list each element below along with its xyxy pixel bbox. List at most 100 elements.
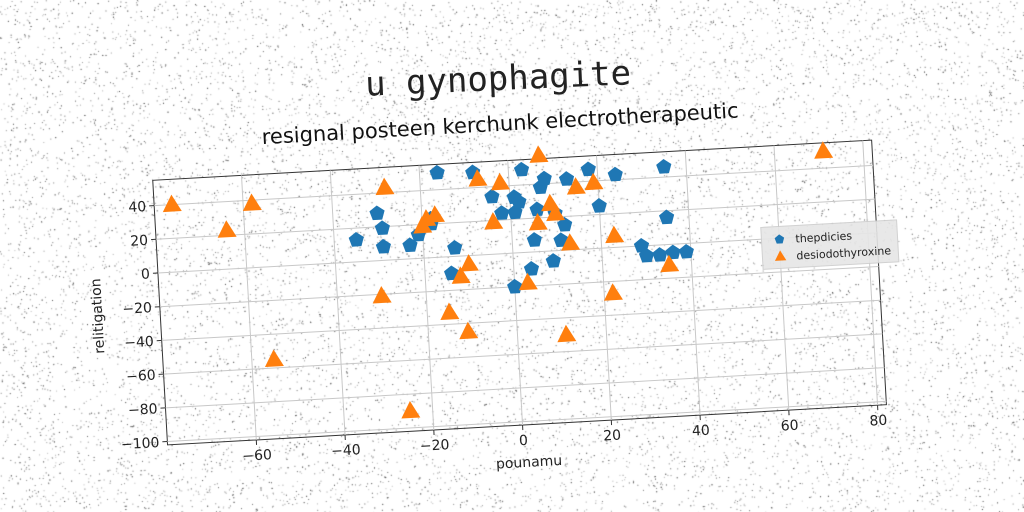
thepdicies-point: [402, 237, 418, 253]
desiodothyroxine-point: [242, 193, 262, 212]
x-gridline: [773, 145, 790, 411]
y-tick-label: 40: [128, 199, 147, 216]
thepdicies-point: [513, 161, 530, 177]
thepdicies-point: [536, 170, 552, 186]
data-points: [162, 141, 834, 419]
thepdicies-point: [656, 158, 672, 174]
legend-swatch: [774, 234, 785, 244]
thepdicies-point: [494, 205, 510, 220]
desiodothyroxine-point: [529, 145, 549, 163]
x-tick-label: 60: [780, 418, 799, 435]
legend: thepdicies desiodothyroxine: [760, 219, 900, 270]
y-tick-label: 0: [141, 266, 151, 282]
grid: [154, 140, 887, 443]
thepdicies-point: [652, 247, 668, 262]
thepdicies-point: [591, 198, 607, 213]
desiodothyroxine-point: [426, 205, 446, 223]
x-tick-label: 20: [603, 428, 622, 445]
y-tick-label: −20: [122, 300, 152, 318]
desiodothyroxine-point: [561, 233, 581, 251]
desiodothyroxine-point: [584, 172, 604, 191]
desiodothyroxine-point: [264, 349, 284, 368]
x-tick-label: −60: [242, 447, 272, 465]
desiodothyroxine-point: [372, 286, 392, 304]
y-gridline: [156, 198, 875, 240]
x-gridline: [862, 140, 879, 406]
thepdicies-point: [678, 243, 694, 259]
desiodothyroxine-point: [528, 213, 548, 231]
thepdicies-point: [526, 232, 542, 247]
legend-swatch: [774, 250, 787, 261]
x-tick-label: 40: [692, 423, 711, 440]
thepdicies-point: [659, 209, 675, 225]
y-tick-label: −80: [128, 401, 158, 419]
legend-marker-desiodothyroxine: [774, 250, 787, 261]
thepdicies-point: [523, 261, 540, 276]
y-tick-label: 20: [130, 233, 149, 250]
legend-label-desiodothyroxine: desiodothyroxine: [796, 244, 892, 262]
desiodothyroxine-point: [604, 283, 623, 301]
desiodothyroxine-point: [557, 324, 577, 343]
figure-suptitle: u gynophagite: [364, 53, 632, 105]
x-tick-label: −40: [331, 442, 361, 460]
y-gridline: [163, 333, 883, 375]
thepdicies-point: [665, 244, 681, 260]
desiodothyroxine-point: [162, 194, 182, 213]
y-tick-label: −40: [124, 334, 154, 352]
thepdicies-point: [529, 201, 545, 217]
thepdicies-point: [375, 238, 391, 254]
legend-box: [760, 219, 900, 270]
x-tick-label: 80: [869, 413, 888, 430]
desiodothyroxine-point: [546, 203, 566, 222]
desiodothyroxine-point: [401, 401, 421, 419]
tick-labels: −60 −40 −20 0 20 40 60 80 −100 −80 −60 −40 −20 0 20 40: [121, 199, 888, 465]
plot-axes: resignal posteen kerchunk electrotherape…: [88, 99, 900, 473]
x-gridline: [240, 175, 257, 440]
y-gridline: [157, 232, 877, 274]
desiodothyroxine-point: [491, 172, 510, 191]
desiodothyroxine-point: [468, 169, 488, 187]
thepdicies-point: [429, 164, 445, 180]
thepdicies-point: [348, 231, 364, 247]
thepdicies-point: [557, 216, 573, 232]
desiodothyroxine-point: [814, 141, 834, 159]
desiodothyroxine-point: [518, 272, 538, 291]
desiodothyroxine-point: [217, 220, 237, 238]
desiodothyroxine-point: [605, 225, 625, 244]
thepdicies-point: [545, 253, 561, 268]
thepdicies-point: [507, 278, 523, 294]
desiodothyroxine-point: [440, 302, 460, 321]
thepdicies-point: [558, 171, 575, 186]
plot-frame: [152, 139, 887, 446]
desiodothyroxine-point: [459, 321, 479, 340]
x-axis-label: pounamu: [496, 453, 563, 473]
desiodothyroxine-point: [451, 266, 471, 284]
desiodothyroxine-point: [660, 254, 680, 273]
legend-label-thepdicies: thepdicies: [795, 229, 853, 245]
thepdicies-point: [580, 161, 596, 177]
x-gridline: [329, 170, 346, 436]
y-tick-label: −100: [121, 435, 160, 453]
thepdicies-point: [511, 194, 527, 209]
y-gridline: [154, 164, 874, 207]
y-gridline: [167, 400, 887, 443]
desiodothyroxine-point: [375, 177, 395, 196]
desiodothyroxine-point: [459, 254, 479, 272]
y-gridline: [165, 367, 885, 409]
thepdicies-point: [369, 205, 385, 221]
thepdicies-point: [447, 239, 463, 255]
thepdicies-point: [607, 166, 623, 182]
thepdicies-point: [484, 188, 500, 204]
legend-marker-thepdicies: [774, 234, 785, 244]
desiodothyroxine-point: [566, 177, 586, 195]
y-gridline: [161, 299, 881, 341]
desiodothyroxine-point: [484, 212, 504, 230]
thepdicies-point: [374, 220, 390, 236]
x-gridline: [684, 150, 701, 416]
y-tick-label: −60: [126, 368, 156, 386]
x-tick-label: 0: [519, 433, 529, 449]
thepdicies-point: [638, 247, 655, 263]
y-axis-label: relitigation: [88, 278, 108, 354]
x-gridline: [418, 165, 435, 431]
